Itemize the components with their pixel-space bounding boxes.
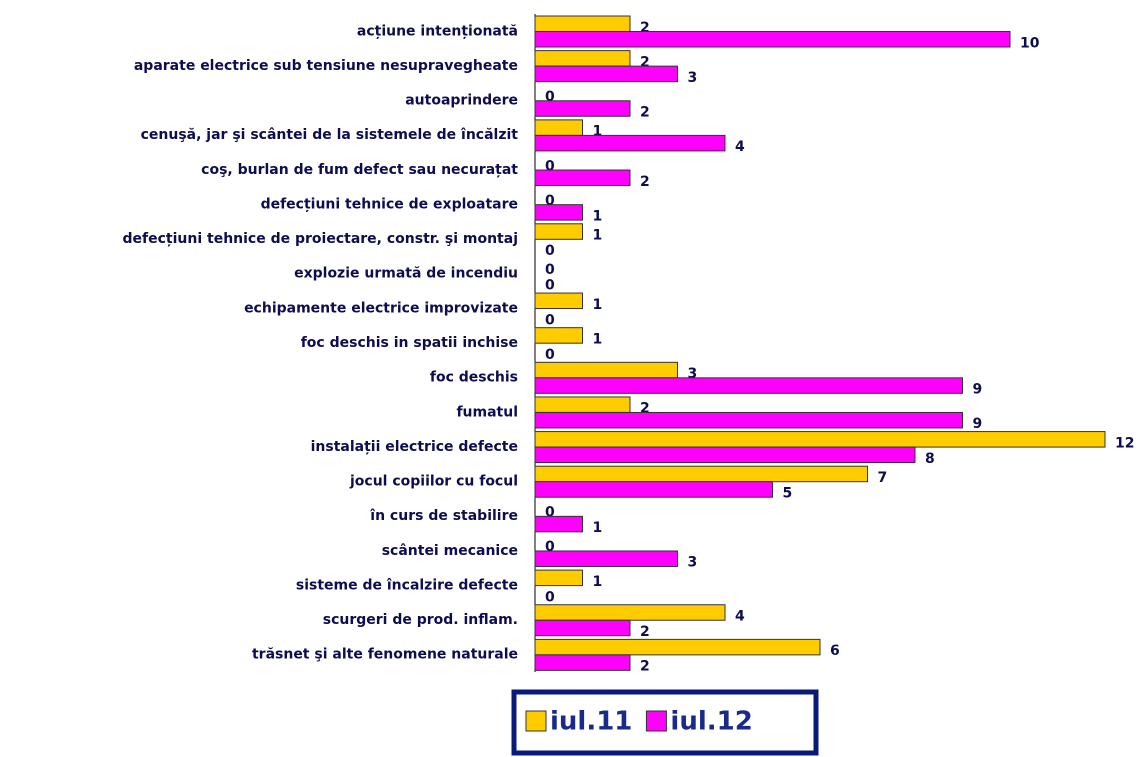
bar (534, 515, 583, 533)
value-label: 0 (545, 278, 555, 294)
bar (534, 15, 631, 32)
value-label: 12 (1115, 435, 1134, 451)
bar (534, 654, 631, 671)
legend-swatch (525, 710, 547, 732)
bar (534, 396, 631, 413)
legend-box (511, 689, 819, 756)
y-tick-label: defecțiuni tehnice de proiectare, constr… (123, 231, 518, 247)
value-label: 9 (973, 382, 983, 398)
bar (534, 292, 583, 310)
bar (534, 223, 583, 240)
bar (534, 446, 916, 464)
bar (534, 431, 1106, 448)
y-tick-label: trăsnet şi alte fenomene naturale (252, 647, 518, 663)
y-tick-label: autoaprindere (405, 93, 518, 109)
bar (534, 465, 868, 483)
bar (534, 619, 631, 637)
bar (534, 377, 963, 394)
value-label: 0 (545, 589, 555, 605)
value-label: 2 (640, 401, 650, 417)
bar (534, 169, 631, 187)
value-label: 1 (593, 574, 603, 590)
y-tick-label: echipamente electrice improvizate (244, 300, 518, 316)
y-tick-label: sisteme de încalzire defecte (296, 577, 518, 593)
legend-swatch (645, 710, 667, 732)
value-label: 0 (545, 158, 555, 174)
bar (534, 569, 583, 587)
value-label: 0 (545, 505, 555, 521)
value-label: 0 (545, 539, 555, 555)
value-label: 8 (925, 451, 935, 467)
legend-label: iul.12 (670, 707, 752, 737)
value-label: 2 (640, 174, 650, 190)
y-tick-label: acțiune intenționată (357, 23, 518, 39)
value-label: 1 (593, 228, 603, 244)
y-tick-label: fumatul (456, 404, 518, 420)
legend-label: iul.11 (550, 707, 632, 737)
bar (534, 50, 631, 67)
bar (534, 481, 773, 498)
value-label: 2 (640, 54, 650, 70)
y-tick-label: coş, burlan de fum defect sau necurațat (201, 162, 518, 178)
bar (534, 638, 821, 656)
bar (534, 604, 726, 621)
value-label: 2 (640, 20, 650, 36)
value-label: 5 (783, 485, 793, 501)
y-tick-label: explozie urmată de incendiu (294, 266, 518, 282)
bar (534, 204, 583, 221)
bar (534, 65, 678, 83)
value-label: 1 (593, 297, 603, 313)
value-label: 1 (593, 520, 603, 536)
value-label: 6 (830, 643, 840, 659)
bar (534, 550, 678, 567)
value-label: 2 (640, 659, 650, 675)
y-tick-label: aparate electrice sub tensiune nesuprave… (134, 58, 518, 74)
value-label: 1 (593, 124, 603, 140)
value-label: 7 (878, 470, 888, 486)
value-label: 0 (545, 243, 555, 259)
value-label: 0 (545, 89, 555, 105)
bar (534, 134, 726, 152)
value-label: 9 (973, 416, 983, 432)
y-tick-label: jocul copiilor cu focul (349, 474, 518, 490)
y-tick-label: în curs de stabilire (369, 508, 518, 524)
value-label: 3 (688, 70, 698, 86)
bar (534, 361, 678, 379)
y-tick-label: scurgeri de prod. inflam. (323, 612, 518, 628)
y-tick-label: cenuşă, jar şi scântei de la sistemele d… (141, 127, 519, 143)
bar (534, 100, 631, 117)
value-label: 3 (688, 555, 698, 571)
value-label: 0 (545, 312, 555, 328)
value-label: 3 (688, 366, 698, 382)
y-tick-label: instalații electrice defecte (311, 439, 518, 455)
value-label: 2 (640, 624, 650, 640)
bar (534, 31, 1011, 48)
value-label: 4 (735, 139, 745, 155)
bar (534, 327, 583, 344)
y-tick-label: foc deschis (430, 370, 518, 386)
bar (534, 411, 963, 429)
value-label: 2 (640, 105, 650, 121)
y-tick-label: scântei mecanice (382, 543, 518, 559)
value-label: 0 (545, 262, 555, 278)
value-label: 0 (545, 193, 555, 209)
value-label: 10 (1020, 35, 1040, 51)
value-label: 0 (545, 347, 555, 363)
value-label: 1 (593, 208, 603, 224)
y-tick-label: defecțiuni tehnice de exploatare (261, 196, 518, 212)
bar (534, 119, 583, 136)
y-tick-label: foc deschis in spatii inchise (301, 335, 518, 351)
value-label: 4 (735, 608, 745, 624)
value-label: 1 (593, 331, 603, 347)
